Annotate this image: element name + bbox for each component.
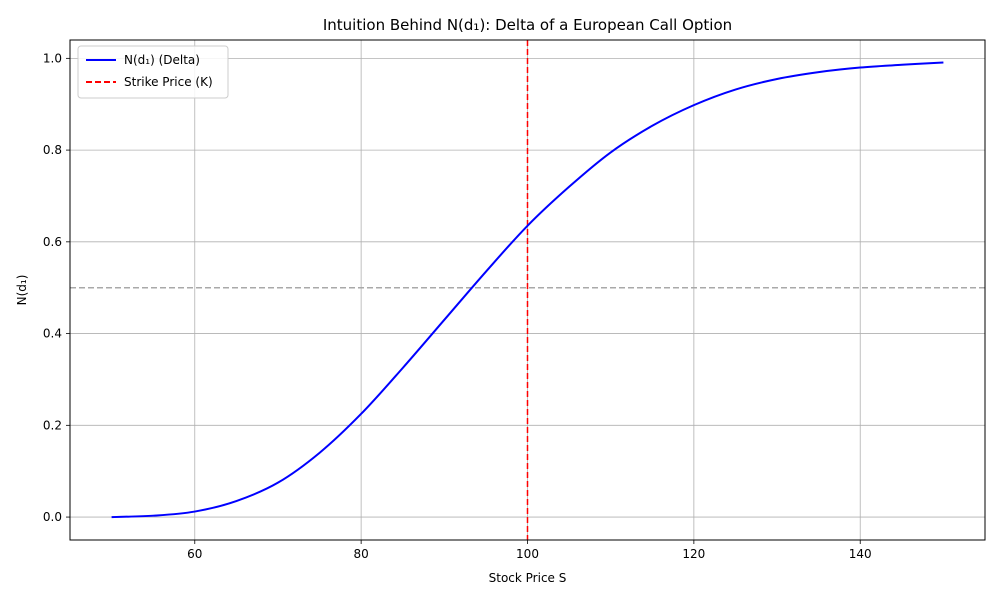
x-tick-label: 60 [187,547,202,561]
y-tick-label: 0.8 [43,143,62,157]
x-axis-ticks: 60 80 100 120 140 [187,540,872,561]
x-tick-label: 100 [516,547,539,561]
series [111,61,944,519]
legend-entry: N(d₁) (Delta) [124,53,200,67]
delta-curve [111,61,944,519]
x-axis-label: Stock Price S [489,571,567,585]
x-tick-label: 120 [682,547,705,561]
y-tick-label: 0.6 [43,235,62,249]
y-axis-label: N(d₁) [15,275,29,306]
legend: N(d₁) (Delta) Strike Price (K) [77,45,229,99]
y-tick-label: 0.0 [43,510,62,524]
y-tick-label: 0.2 [43,418,62,432]
x-tick-label: 140 [849,547,872,561]
legend-entry: Strike Price (K) [124,75,213,89]
y-tick-label: 1.0 [43,51,62,65]
y-tick-label: 0.4 [43,327,62,341]
x-tick-label: 80 [353,547,368,561]
chart-title: Intuition Behind N(d₁): Delta of a Europ… [323,16,732,34]
y-axis-ticks: 0.0 0.2 0.4 0.6 0.8 1.0 [43,51,70,524]
reference-lines [70,40,985,540]
